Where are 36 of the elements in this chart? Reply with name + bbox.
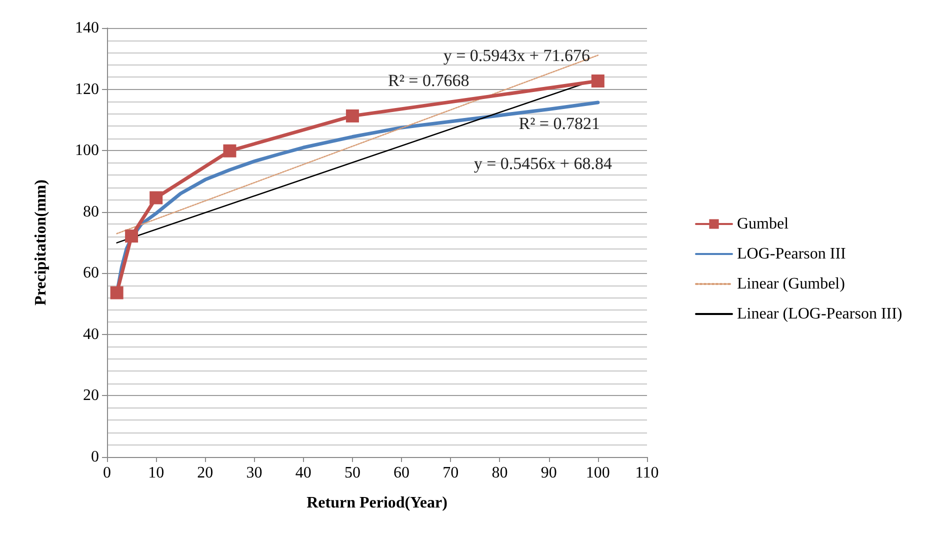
x-tick-label: 80 [492,464,508,482]
x-tick-label: 110 [635,464,659,482]
x-tick-label: 100 [586,464,610,482]
x-tick-label: 30 [246,464,262,482]
point [346,109,359,122]
annotation: R² = 0.7668 [388,71,470,90]
x-tick-label: 90 [540,464,557,482]
y-tick-label: 0 [91,448,99,466]
x-tick-label: 0 [103,464,111,482]
y-tick-label: 80 [83,203,99,220]
legend-label: Linear (LOG-Pearson III) [737,306,902,322]
x-tick-label: 60 [394,464,410,482]
y-tick-label: 40 [83,326,99,343]
y-tick-label: 100 [75,142,99,160]
legend-label: Gumbel [737,216,790,232]
point [591,74,604,88]
legend-label: LOG-Pearson III [737,246,846,262]
x-tick-label: 40 [295,464,312,482]
legend-label: Linear (Gumbel) [737,276,845,292]
y-tick-label: 60 [83,264,99,282]
point [223,144,236,158]
y-tick-label: 120 [75,80,99,98]
point [150,191,163,204]
annotation: y = 0.5456x + 68.84 [474,154,612,173]
x-tick-label: 70 [442,464,459,482]
point [110,286,124,300]
x-tick-label: 20 [197,464,214,482]
y-tick-label: 20 [83,387,99,404]
annotation: R² = 0.7821 [518,114,600,133]
x-tick-label: 50 [344,464,360,482]
y-tick-label: 140 [75,20,99,36]
x-axis-title: Return Period(Year) [306,494,448,512]
x-tick-label: 10 [148,464,164,482]
annotation: y = 0.5943x + 71.676 [443,46,590,65]
point [125,230,138,243]
y-axis-title: Precipitation(mm) [32,180,50,306]
